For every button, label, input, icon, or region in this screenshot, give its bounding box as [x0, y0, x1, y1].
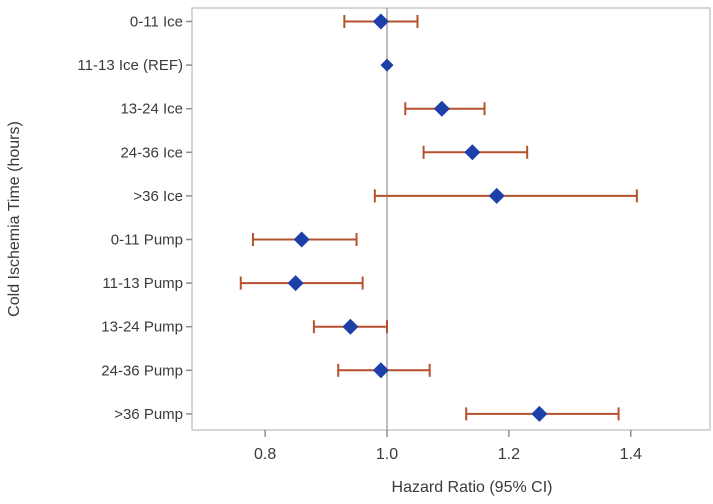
category-label: 13-24 Pump: [101, 319, 183, 336]
category-label: 13-24 Ice: [120, 101, 183, 118]
hr-diamond-marker: [372, 362, 389, 379]
category-label: >36 Ice: [133, 188, 183, 205]
hr-diamond-marker: [293, 231, 310, 248]
category-label: >36 Pump: [114, 406, 183, 423]
plot-frame: [191, 7, 711, 431]
category-label: 24-36 Ice: [120, 144, 183, 161]
category-label: 24-36 Pump: [101, 362, 183, 379]
hr-diamond-marker: [531, 405, 548, 422]
x-axis-title: Hazard Ratio (95% CI): [392, 479, 553, 496]
x-tick-label: 0.8: [254, 446, 276, 463]
x-tick-label: 1.0: [376, 446, 398, 463]
hr-diamond-marker: [488, 187, 505, 204]
category-label: 0-11 Ice: [130, 14, 183, 31]
hr-diamond-marker: [464, 144, 481, 161]
hr-diamond-marker: [287, 275, 304, 292]
x-tick-label: 1.2: [498, 446, 520, 463]
category-label: 11-13 Ice (REF): [77, 57, 183, 74]
category-label: 0-11 Pump: [111, 232, 183, 249]
x-tick-label: 1.4: [620, 446, 642, 463]
hr-diamond-marker: [372, 13, 389, 30]
hr-diamond-marker: [380, 58, 394, 72]
hr-diamond-marker: [433, 100, 450, 117]
y-axis-title: Cold Ischemia Time (hours): [6, 121, 23, 317]
category-label: 11-13 Pump: [102, 275, 183, 292]
hr-diamond-marker: [342, 318, 359, 335]
